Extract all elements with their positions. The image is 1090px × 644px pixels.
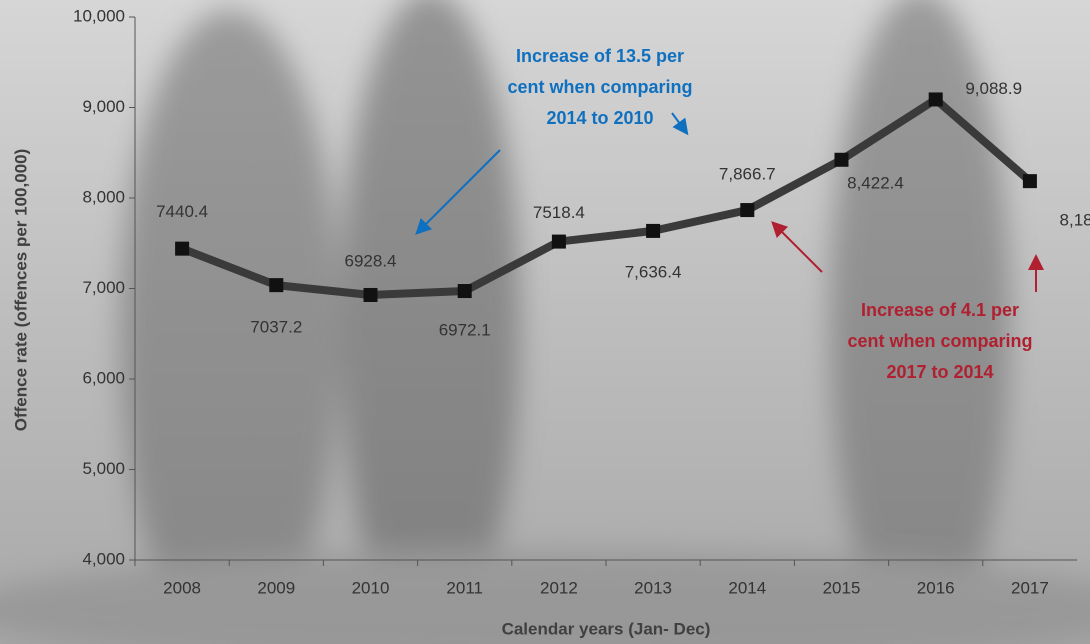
marker — [646, 223, 661, 238]
y-tick-label: 10,000 — [73, 6, 125, 25]
marker — [363, 287, 378, 302]
value-label: 6972.1 — [439, 321, 491, 340]
marker — [834, 152, 849, 167]
value-label: 6928.4 — [345, 251, 397, 270]
y-tick-label: 5,000 — [82, 459, 125, 478]
annotation: Increase of 13.5 per — [516, 46, 684, 66]
y-tick-label: 6,000 — [82, 368, 125, 387]
marker — [1022, 174, 1037, 189]
x-tick-label: 2017 — [1011, 578, 1049, 597]
annotation: cent when comparing — [847, 331, 1032, 351]
marker — [740, 203, 755, 218]
annotation: 2014 to 2010 — [546, 108, 653, 128]
value-label: 9,088.9 — [965, 79, 1022, 98]
value-label: 7,636.4 — [625, 262, 682, 281]
annotation-arrow — [771, 221, 823, 273]
annotation: cent when comparing — [507, 77, 692, 97]
x-tick-label: 2012 — [540, 578, 578, 597]
annotation-arrow — [671, 112, 689, 136]
marker — [551, 234, 566, 249]
annotation: 2017 to 2014 — [886, 362, 993, 382]
x-tick-label: 2015 — [823, 578, 861, 597]
value-label: 7037.2 — [250, 318, 302, 337]
x-tick-label: 2013 — [634, 578, 672, 597]
y-tick-label: 9,000 — [82, 97, 125, 116]
y-tick-label: 7,000 — [82, 278, 125, 297]
x-tick-label: 2008 — [163, 578, 201, 597]
value-label: 7,866.7 — [719, 165, 776, 184]
x-tick-label: 2014 — [728, 578, 766, 597]
y-tick-label: 4,000 — [82, 549, 125, 568]
x-axis-title: Calendar years (Jan- Dec) — [502, 619, 711, 638]
value-label: 7518.4 — [533, 203, 585, 222]
marker — [269, 278, 284, 293]
value-label: 8,186.2 — [1060, 211, 1090, 230]
line — [180, 95, 1033, 299]
x-tick-label: 2011 — [446, 578, 483, 597]
marker — [175, 241, 190, 256]
x-tick-label: 2010 — [352, 578, 390, 597]
marker — [928, 92, 943, 107]
x-tick-label: 2016 — [917, 578, 955, 597]
value-label: 7440.4 — [156, 202, 208, 221]
x-tick-label: 2009 — [257, 578, 295, 597]
y-axis-title: Offence rate (offences per 100,000) — [11, 149, 30, 432]
annotation-arrow — [415, 149, 501, 235]
value-label: 8,422.4 — [847, 173, 904, 192]
annotation: Increase of 4.1 per — [861, 300, 1019, 320]
marker — [457, 284, 472, 299]
y-tick-label: 8,000 — [82, 187, 125, 206]
